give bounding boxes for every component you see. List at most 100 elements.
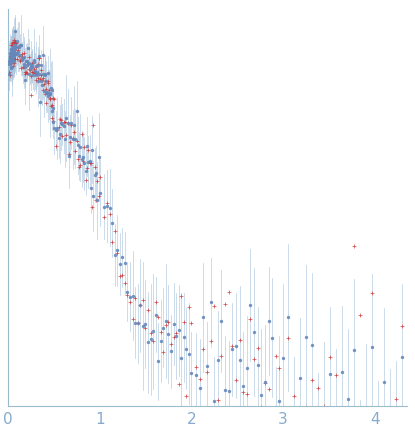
Point <box>145 306 151 313</box>
Point <box>41 88 47 95</box>
Point <box>170 321 177 328</box>
Point <box>72 147 78 154</box>
Point <box>122 280 128 287</box>
Point <box>23 57 30 64</box>
Point <box>10 48 17 55</box>
Point <box>9 54 16 61</box>
Point <box>10 55 17 62</box>
Point <box>10 39 16 46</box>
Point <box>284 334 291 341</box>
Point <box>48 85 54 92</box>
Point <box>351 347 357 354</box>
Point <box>33 76 39 83</box>
Point <box>13 55 20 62</box>
Point <box>132 295 139 302</box>
Point <box>18 55 25 62</box>
Point <box>265 318 272 325</box>
Point <box>6 54 13 61</box>
Point <box>308 376 315 383</box>
Point <box>7 59 13 66</box>
Point <box>142 321 149 328</box>
Point <box>10 46 17 53</box>
Point <box>147 336 154 343</box>
Point <box>10 49 17 56</box>
Point <box>6 55 13 62</box>
Point <box>16 52 22 59</box>
Point <box>27 63 34 70</box>
Point <box>12 55 18 62</box>
Point <box>225 289 232 296</box>
Point <box>85 158 92 165</box>
Point <box>139 323 146 329</box>
Point <box>9 59 16 66</box>
Point <box>9 56 16 63</box>
Point <box>86 157 93 164</box>
Point <box>64 119 71 126</box>
Point <box>106 211 113 218</box>
Point <box>7 57 14 64</box>
Point <box>127 298 133 305</box>
Point <box>6 58 13 65</box>
Point <box>134 320 141 327</box>
Point <box>20 53 27 60</box>
Point <box>114 247 121 254</box>
Point <box>78 130 85 137</box>
Point <box>22 69 29 76</box>
Point <box>6 58 13 65</box>
Point <box>41 70 48 77</box>
Point <box>38 77 45 84</box>
Point <box>56 131 63 138</box>
Point <box>12 40 18 47</box>
Point <box>41 80 47 87</box>
Point <box>18 51 25 58</box>
Point <box>222 300 228 307</box>
Point <box>73 108 80 115</box>
Point <box>308 342 315 349</box>
Point <box>9 49 16 56</box>
Point <box>94 178 100 185</box>
Point <box>15 43 21 50</box>
Point <box>10 53 16 60</box>
Point <box>34 68 40 75</box>
Point <box>49 115 56 122</box>
Point <box>150 328 156 335</box>
Point <box>204 368 210 375</box>
Point <box>119 254 126 261</box>
Point <box>7 56 14 63</box>
Point <box>181 319 187 326</box>
Point <box>150 338 156 345</box>
Point <box>37 72 44 79</box>
Point <box>32 69 38 76</box>
Point <box>46 96 53 103</box>
Point <box>211 398 217 405</box>
Point <box>15 43 21 50</box>
Point <box>9 57 15 64</box>
Point <box>11 50 18 57</box>
Point <box>71 128 77 135</box>
Point <box>157 329 164 336</box>
Point <box>63 132 70 139</box>
Point <box>196 385 203 392</box>
Point <box>7 59 14 66</box>
Point <box>73 138 80 145</box>
Point <box>188 319 195 326</box>
Point <box>50 104 57 111</box>
Point <box>261 379 268 386</box>
Point <box>25 65 32 72</box>
Point <box>157 338 164 345</box>
Point <box>30 69 37 76</box>
Point <box>109 239 115 246</box>
Point <box>12 42 18 49</box>
Point <box>315 436 321 437</box>
Point <box>55 123 62 130</box>
Point <box>17 58 24 65</box>
Point <box>117 272 123 279</box>
Point <box>15 49 22 55</box>
Point <box>122 259 128 266</box>
Point <box>119 271 126 278</box>
Point <box>76 163 83 170</box>
Point <box>75 142 81 149</box>
Point <box>19 56 26 63</box>
Point <box>176 381 182 388</box>
Point <box>280 408 286 415</box>
